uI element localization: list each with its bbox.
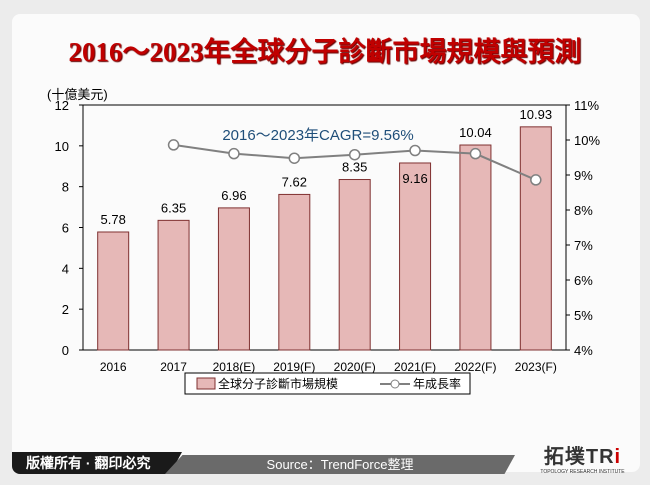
bar-label: 5.78 bbox=[101, 212, 126, 227]
left-tick-label: 4 bbox=[62, 261, 69, 276]
x-tick-label: 2019(F) bbox=[273, 360, 315, 374]
left-tick-label: 6 bbox=[62, 221, 69, 236]
right-tick-label: 4% bbox=[574, 343, 593, 358]
left-axis-unit: (十億美元) bbox=[47, 87, 108, 102]
x-tick-label: 2020(F) bbox=[334, 360, 376, 374]
growth-point bbox=[228, 147, 240, 160]
left-tick-label: 2 bbox=[62, 302, 69, 317]
growth-point bbox=[530, 174, 542, 186]
legend-line-label: 年成長率 bbox=[413, 376, 461, 391]
bar-label: 7.62 bbox=[282, 174, 307, 189]
right-tick-label: 8% bbox=[574, 203, 593, 218]
page-title: 2016～2023年全球分子診斷市場規模與預測 bbox=[68, 37, 582, 67]
right-tick-label: 7% bbox=[574, 238, 593, 253]
bar-label: 10.04 bbox=[459, 125, 492, 140]
left-tick-label: 0 bbox=[62, 343, 69, 358]
right-tick-label: 9% bbox=[574, 168, 593, 183]
x-tick-label: 2016 bbox=[100, 360, 127, 374]
growth-point bbox=[469, 147, 482, 160]
right-tick-label: 5% bbox=[574, 308, 593, 323]
x-tick-label: 2021(F) bbox=[394, 360, 436, 374]
left-tick-label: 10 bbox=[55, 139, 69, 154]
bar bbox=[459, 144, 492, 351]
right-tick-label: 11% bbox=[574, 98, 599, 113]
x-tick-label: 2022(F) bbox=[454, 360, 496, 374]
bar bbox=[399, 162, 432, 351]
bar bbox=[519, 126, 552, 351]
growth-point bbox=[348, 148, 361, 161]
bar bbox=[217, 207, 250, 351]
growth-point bbox=[409, 144, 421, 157]
logo: 拓墣TRi TOPOLOGY RESEARCH INSTITUTE bbox=[540, 446, 625, 475]
bar-label: 6.35 bbox=[161, 200, 186, 215]
x-tick-label: 2017 bbox=[160, 360, 187, 374]
cagr-annotation: 2016～2023年CAGR=9.56% bbox=[222, 127, 413, 144]
left-tick-label: 12 bbox=[55, 98, 69, 113]
growth-point bbox=[167, 139, 180, 151]
bar-label: 6.96 bbox=[221, 188, 246, 203]
legend-line-marker bbox=[390, 379, 400, 389]
bar bbox=[157, 219, 190, 351]
legend bbox=[184, 372, 471, 395]
right-tick-label: 10% bbox=[574, 133, 600, 148]
copyright: 版權所有 · 翻印必究 bbox=[12, 452, 182, 474]
right-tick-label: 6% bbox=[574, 273, 593, 288]
x-tick-label: 2018(E) bbox=[213, 360, 256, 374]
left-tick-label: 8 bbox=[62, 180, 69, 195]
bar bbox=[97, 231, 130, 351]
bar-label: 10.93 bbox=[520, 107, 553, 122]
growth-point bbox=[288, 152, 301, 164]
legend-bar-label: 全球分子診斷市場規模 bbox=[218, 376, 338, 391]
legend-bar-swatch bbox=[196, 377, 216, 390]
bar-label: 8.35 bbox=[342, 160, 367, 175]
x-tick-label: 2023(F) bbox=[515, 360, 557, 374]
bar-label: 9.16 bbox=[402, 171, 427, 186]
bar bbox=[278, 193, 311, 351]
source-note: Source：TrendForce整理 bbox=[165, 455, 515, 474]
bar bbox=[338, 179, 371, 351]
